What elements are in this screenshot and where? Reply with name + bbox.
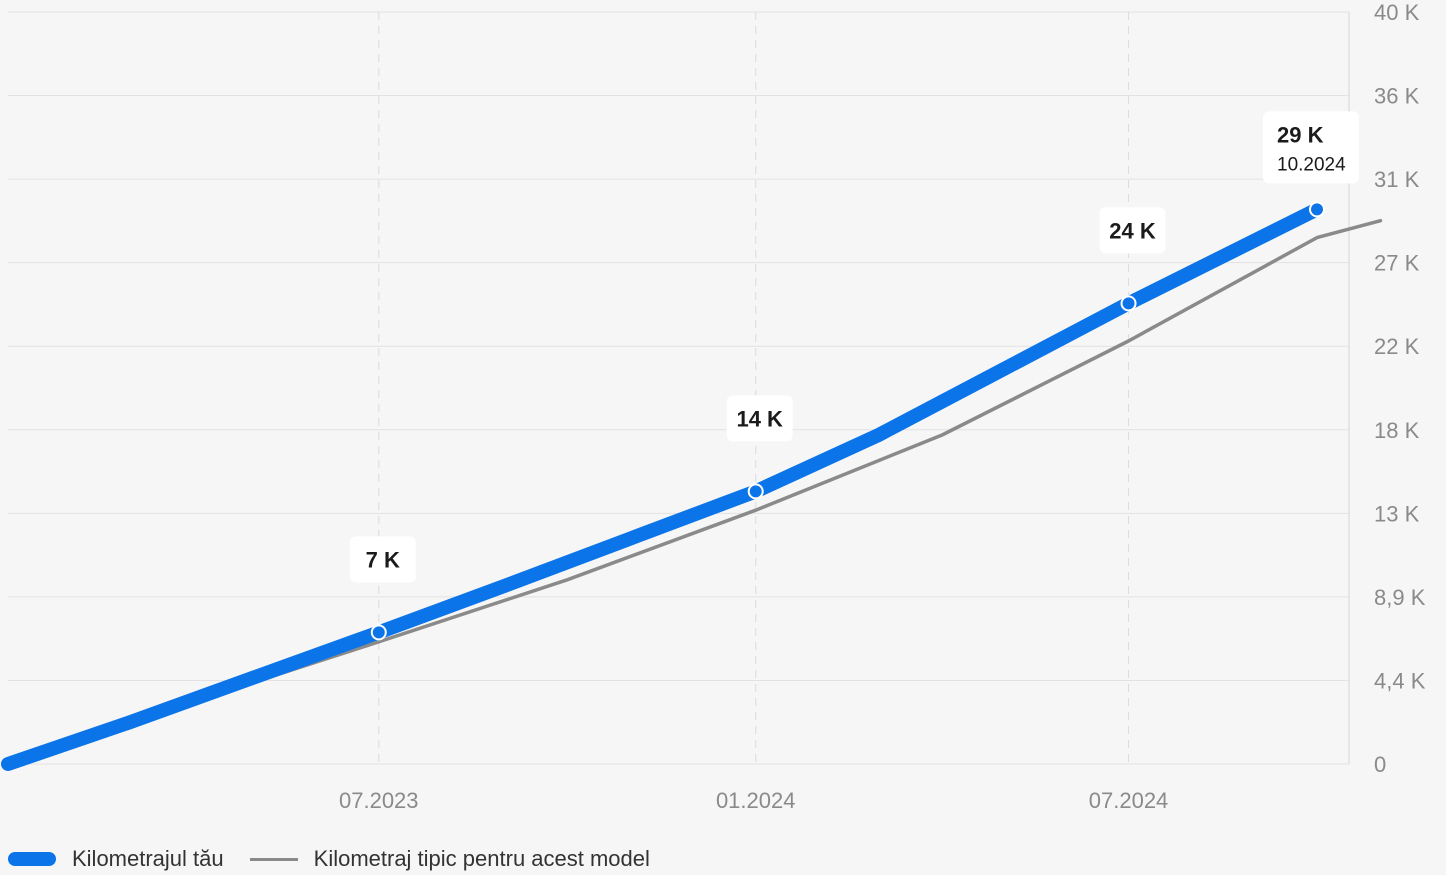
axis-ticks: 0 4,4 K 8,9 K 13 K 18 K 22 K 27 K 31 K 36 K 40 K 0… [339, 0, 1426, 813]
data-point-marker [1120, 295, 1137, 312]
data-label: 7 K [366, 547, 400, 572]
y-tick-label: 27 K [1374, 251, 1420, 276]
y-tick-label: 0 [1374, 752, 1386, 777]
data-point-marker [1309, 201, 1325, 218]
label-box [1099, 207, 1166, 254]
x-tick-label: 01.2024 [716, 788, 796, 813]
legend-label-your-mileage: Kilometrajul tău [72, 846, 224, 871]
label-box [726, 395, 793, 442]
data-point-marker [370, 624, 387, 641]
y-tick-label: 18 K [1374, 418, 1420, 443]
y-tick-label: 13 K [1374, 501, 1420, 526]
y-tick-label: 22 K [1374, 334, 1420, 359]
grid [8, 11, 1350, 765]
data-label-date: 10.2024 [1277, 154, 1346, 175]
series-line-typical-mileage [6, 218, 1383, 766]
data-label: 29 K [1277, 122, 1324, 147]
legend-item-typical-mileage[interactable]: Kilometraj tipic pentru acest model [249, 846, 650, 872]
annotations: 7 K 14 K 24 K 29 K 10.2024 [349, 111, 1359, 641]
legend-swatch-gray [249, 857, 298, 861]
data-point-marker [747, 483, 764, 500]
label-box [349, 536, 416, 583]
y-tick-label: 8,9 K [1374, 585, 1426, 610]
legend-label-typical-mileage: Kilometraj tipic pentru acest model [313, 846, 650, 871]
y-tick-label: 31 K [1374, 167, 1420, 192]
label-box [1263, 111, 1359, 184]
data-label: 14 K [736, 406, 783, 431]
series-line-your-mileage [1, 202, 1324, 771]
y-tick-label: 36 K [1374, 84, 1420, 109]
y-tick-label: 40 K [1374, 0, 1420, 25]
x-tick-label: 07.2024 [1089, 788, 1169, 813]
series-layer [1, 202, 1383, 771]
legend: Kilometrajul tău Kilometraj tipic pentru… [8, 845, 676, 873]
y-tick-label: 4,4 K [1374, 668, 1426, 693]
data-label: 24 K [1109, 218, 1156, 243]
legend-item-your-mileage[interactable]: Kilometrajul tău [8, 846, 224, 872]
x-tick-label: 07.2023 [339, 788, 419, 813]
legend-swatch-blue [8, 852, 56, 866]
